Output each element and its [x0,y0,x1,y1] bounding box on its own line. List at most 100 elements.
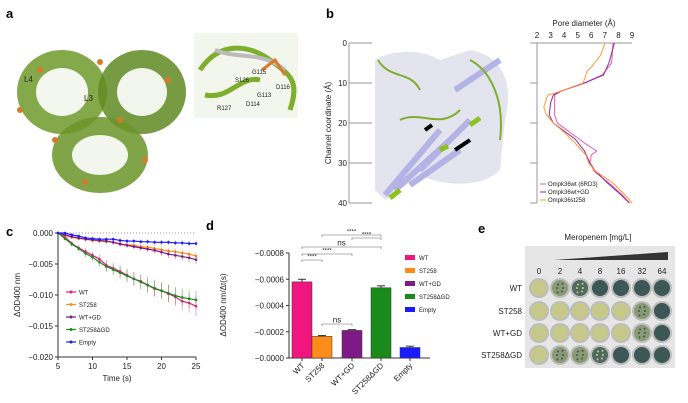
e-colony-speck [556,286,559,289]
c-data-point [132,245,136,248]
e-column-label: 64 [658,267,667,276]
e-row-label: ST258 [498,307,522,316]
c-y-tick-label: −0.005 [28,260,53,269]
c-y-tick-label: −0.010 [28,291,53,300]
d-bar [291,281,313,359]
e-colony-speck [580,290,583,293]
e-growth-spot [552,347,568,363]
e-growth-spot [572,325,588,341]
pore-x-tick-label: 2 [535,31,540,40]
channel-tick-label: 0 [343,39,348,48]
c-data-point [77,234,80,238]
e-colony-speck [638,331,641,334]
d-bar [341,330,363,359]
d-legend-label: ST258 [419,269,437,275]
pore-x-tick-label: 7 [603,31,608,40]
d-bar [399,347,421,359]
residue-label-g113: G113 [257,93,272,99]
e-growth-spot [613,347,629,363]
e-row-label: WT+GD [493,329,522,338]
d-legend-swatch [405,268,415,273]
c-data-point [146,283,149,287]
e-growth-spot [592,280,608,296]
d-bar [311,336,333,359]
panel-label-e: e [478,221,485,236]
pore-x-tick-label: 5 [575,31,580,40]
d-x-tick-label: ST258ΔGD [350,361,385,396]
e-colony-speck [580,357,583,360]
pore-x-tick-label: 8 [616,31,621,40]
c-data-point [139,240,143,243]
d-y-axis-label: ΔOD400 nm/Δt(s) [219,273,228,336]
residue-label-d114: D114 [246,102,261,108]
e-colony-speck [642,335,645,338]
c-data-point [187,297,191,301]
e-column-label: 0 [537,267,542,276]
c-data-point [91,255,94,259]
d-significance-bracket [301,259,323,262]
e-column-label: 16 [617,267,626,276]
c-data-point [125,239,129,243]
d-significance-label: **** [347,230,357,236]
c-data-point [132,277,136,281]
c-x-axis-label: Time (s) [102,374,131,383]
e-colony-speck [562,354,564,356]
c-x-tick-label: 5 [56,362,61,371]
c-data-point [174,254,177,257]
c-data-point [105,237,108,241]
d-y-tick-label: −0.0000 [255,354,285,363]
e-colony-speck [576,353,579,356]
e-column-label: 8 [598,267,603,276]
d-x-tick-label: Empty [392,361,414,383]
e-colony-speck [562,287,564,289]
e-colony-speck [596,353,599,356]
e-colony-speck [561,282,564,285]
e-row-label: WT [510,284,523,293]
e-colony-speck [581,282,584,285]
d-significance-bracket [321,323,353,326]
e-colony-speck [597,350,600,353]
e-colony-speck [576,358,579,361]
c-data-point [63,237,67,240]
c-data-point [194,242,198,245]
d-y-tick-label: −0.0008 [255,249,285,258]
c-data-point [118,271,122,274]
channel-tick-label: 10 [338,79,347,88]
d-y-tick-label: −0.0004 [255,302,285,311]
e-growth-spot [552,325,568,341]
c-x-tick-label: 10 [88,362,97,371]
pore-profile-line [543,42,633,204]
c-data-point [180,296,184,299]
c-data-point [125,274,129,278]
d-legend-swatch [405,281,415,286]
c-data-point [194,298,198,302]
c-legend-marker [69,290,73,294]
e-column-label: 32 [638,267,647,276]
c-legend-marker [69,315,73,319]
c-data-point [180,255,184,258]
c-legend-marker [69,328,73,331]
e-growth-spot [654,347,670,363]
panel-label-b: b [326,6,334,21]
c-data-point [180,241,184,245]
c-data-point [153,241,156,244]
c-data-point [146,240,149,243]
c-legend-label: ST258ΔGD [79,328,110,334]
e-growth-spot [634,303,650,319]
e-colony-speck [556,358,559,361]
d-significance-bracket [301,253,353,256]
e-growth-spot [634,280,650,296]
c-data-point [160,241,163,244]
c-data-point [139,246,143,250]
e-growth-spot [654,280,670,296]
panel-label-d: d [206,218,214,233]
e-colony-speck [556,291,559,294]
c-y-tick-label: −0.015 [28,322,53,331]
e-column-label: 2 [558,267,563,276]
c-y-axis-label: ΔOD400 nm [13,273,22,317]
c-legend-marker [69,340,73,344]
c-legend-marker [69,303,73,306]
e-growth-spot [531,325,547,341]
e-colony-speck [577,283,580,286]
